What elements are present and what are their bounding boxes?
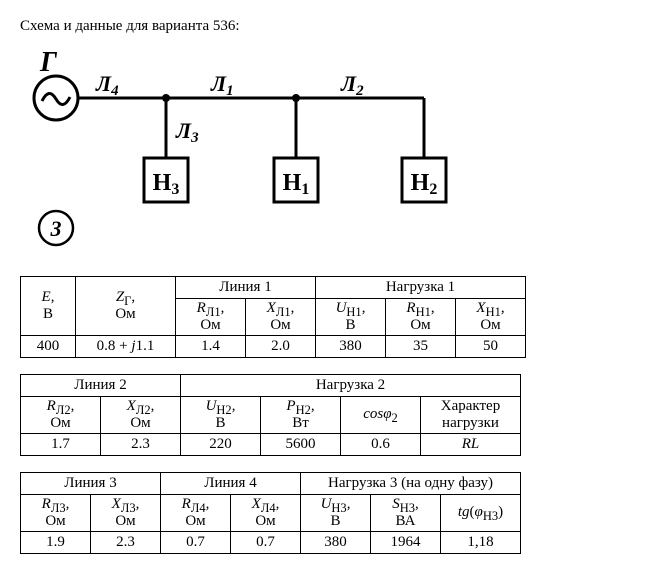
line-label-L4: Л4 [95, 71, 119, 99]
t3-hdr-XL3: XЛ3,Ом [91, 494, 161, 532]
t1-val-XL1: 2.0 [246, 336, 316, 358]
t3-val-XL4: 0.7 [231, 532, 301, 554]
t3-hdr-tg: tg(φН3) [441, 494, 521, 532]
t1-hdr-XL1: XЛ1,Ом [246, 298, 316, 336]
t1-hdr-RH1: RН1,Ом [386, 298, 456, 336]
t2-group-line2: Линия 2 [21, 375, 181, 397]
t1-val-UH1: 380 [316, 336, 386, 358]
t2-hdr-UH2: UН2,В [181, 396, 261, 434]
t3-hdr-SH3: SН3,ВА [371, 494, 441, 532]
t1-group-line1: Линия 1 [176, 277, 316, 299]
line-label-L3: Л3 [175, 118, 199, 146]
t1-val-Zg-text: 0.8 + j1.1 [97, 338, 155, 354]
t3-val-tg: 1,18 [441, 532, 521, 554]
page-title: Схема и данные для варианта 536: [20, 18, 627, 35]
table-3: Линия 3 Линия 4 Нагрузка 3 (на одну фазу… [20, 472, 627, 554]
t2-val-PH2: 5600 [261, 434, 341, 456]
t3-val-SH3: 1964 [371, 532, 441, 554]
t2-group-load2: Нагрузка 2 [181, 375, 521, 397]
t2-hdr-cos: cosφ2 [341, 396, 421, 434]
network-schematic: Г Л4 Л1 Л2 Л3 Н3 Н1 Н2 3 [26, 43, 627, 258]
t3-val-XL3: 2.3 [91, 532, 161, 554]
sine-icon [42, 93, 70, 104]
t2-val-char: RL [421, 434, 521, 456]
t2-val-char-text: RL [462, 436, 480, 452]
t2-hdr-XL2: XЛ2,Ом [101, 396, 181, 434]
t1-val-E: 400 [21, 336, 76, 358]
t1-group-load1: Нагрузка 1 [316, 277, 526, 299]
t2-hdr-RL2: RЛ2,Ом [21, 396, 101, 434]
line-label-L1: Л1 [210, 71, 234, 99]
t3-hdr-XL4: XЛ4,Ом [231, 494, 301, 532]
t3-hdr-RL3: RЛ3,Ом [21, 494, 91, 532]
table-1: E,В ZГ,Ом Линия 1 Нагрузка 1 RЛ1,Ом XЛ1,… [20, 276, 627, 358]
t3-val-UH3: 380 [301, 532, 371, 554]
t3-group-load3: Нагрузка 3 (на одну фазу) [301, 473, 521, 495]
t2-val-UH2: 220 [181, 434, 261, 456]
t2-hdr-char: Характернагрузки [421, 396, 521, 434]
t1-hdr-UH1: UН1,В [316, 298, 386, 336]
generator-label: Г [39, 47, 58, 78]
schematic-svg: Г Л4 Л1 Л2 Л3 Н3 Н1 Н2 3 [26, 43, 466, 253]
table-2: Линия 2 Нагрузка 2 RЛ2,Ом XЛ2,Ом UН2,В P… [20, 374, 627, 456]
t1-hdr-XH1: XН1,Ом [456, 298, 526, 336]
t1-hdr-Zg: ZГ,Ом [76, 277, 176, 336]
t2-val-XL2: 2.3 [101, 434, 181, 456]
line-label-L2: Л2 [340, 71, 364, 99]
t3-hdr-RL4: RЛ4,Ом [161, 494, 231, 532]
t3-val-RL4: 0.7 [161, 532, 231, 554]
t1-val-RL1: 1.4 [176, 336, 246, 358]
t2-val-RL2: 1.7 [21, 434, 101, 456]
t1-hdr-E: E,В [21, 277, 76, 336]
t1-hdr-RL1: RЛ1,Ом [176, 298, 246, 336]
t3-group-line3: Линия 3 [21, 473, 161, 495]
t2-hdr-PH2: PН2,Вт [261, 396, 341, 434]
variant-badge-text: 3 [50, 216, 62, 241]
t3-hdr-UH3: UН3,В [301, 494, 371, 532]
t3-val-RL3: 1.9 [21, 532, 91, 554]
t3-group-line4: Линия 4 [161, 473, 301, 495]
t2-val-cos: 0.6 [341, 434, 421, 456]
t1-val-Zg: 0.8 + j1.1 [76, 336, 176, 358]
t1-val-XH1: 50 [456, 336, 526, 358]
t1-val-RH1: 35 [386, 336, 456, 358]
